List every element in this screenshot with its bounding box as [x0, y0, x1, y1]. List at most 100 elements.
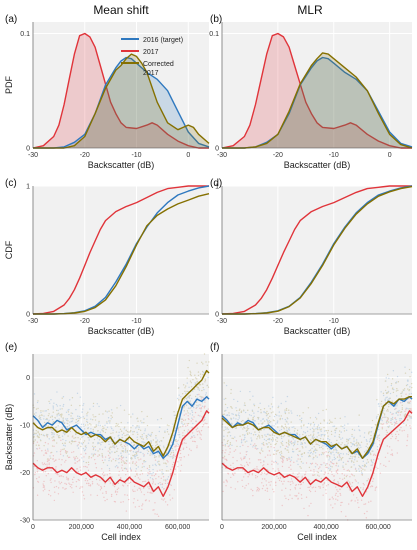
- scatter-point: [339, 459, 341, 461]
- scatter-point: [392, 391, 395, 394]
- scatter-point: [138, 487, 140, 489]
- scatter-point: [104, 474, 106, 476]
- scatter-point: [391, 413, 393, 415]
- scatter-point: [346, 440, 348, 443]
- scatter-point: [203, 419, 206, 422]
- scatter-point: [230, 486, 232, 489]
- scatter-point: [36, 448, 39, 450]
- scatter-point: [96, 494, 99, 497]
- scatter-point: [334, 435, 336, 438]
- scatter-point: [143, 418, 145, 420]
- scatter-point: [369, 439, 371, 441]
- scatter-point: [128, 431, 130, 433]
- scatter-point: [124, 434, 126, 437]
- scatter-point: [395, 420, 398, 423]
- scatter-point: [152, 509, 154, 511]
- scatter-point: [403, 389, 405, 391]
- scatter-point: [53, 499, 56, 502]
- scatter-point: [196, 381, 198, 383]
- scatter-point: [348, 451, 350, 453]
- scatter-point: [106, 498, 108, 501]
- scatter-point: [142, 441, 144, 443]
- scatter-point: [325, 466, 327, 469]
- scatter-point: [113, 485, 116, 488]
- scatter-point: [351, 474, 354, 476]
- scatter-point: [194, 440, 196, 443]
- scatter-point: [226, 480, 228, 482]
- scatter-point: [320, 435, 322, 437]
- scatter-point: [312, 453, 314, 455]
- scatter-point: [120, 455, 122, 458]
- scatter-point: [198, 430, 200, 432]
- scatter-point: [121, 436, 124, 439]
- scatter-point: [72, 440, 74, 443]
- scatter-point: [143, 454, 145, 456]
- scatter-point: [70, 415, 72, 417]
- scatter-point: [323, 430, 326, 432]
- scatter-point: [394, 423, 397, 425]
- scatter-point: [241, 485, 244, 488]
- scatter-point: [340, 431, 342, 433]
- scatter-point: [65, 418, 67, 420]
- scatter-point: [181, 422, 183, 425]
- scatter-point: [322, 494, 324, 496]
- scatter-point: [232, 472, 234, 475]
- scatter-point: [280, 435, 282, 437]
- scatter-point: [388, 460, 390, 462]
- scatter-point: [312, 474, 314, 476]
- scatter-point: [65, 411, 68, 414]
- legend-label-2017: 2017: [143, 49, 159, 56]
- scatter-point: [261, 423, 263, 425]
- scatter-point: [106, 422, 108, 425]
- scatter-point: [139, 436, 142, 438]
- scatter-point: [239, 435, 241, 437]
- scatter-point: [339, 457, 341, 459]
- scatter-point: [194, 436, 196, 438]
- scatter-point: [323, 482, 325, 485]
- scatter-point: [288, 440, 290, 443]
- scatter-point: [236, 409, 238, 412]
- scatter-point: [155, 441, 157, 443]
- scatter-point: [200, 398, 203, 400]
- scatter-point: [42, 434, 44, 436]
- scatter-point: [276, 450, 278, 452]
- scatter-point: [358, 464, 360, 467]
- series-line-target: [222, 56, 413, 149]
- scatter-point: [409, 427, 412, 429]
- scatter-point: [156, 443, 159, 446]
- scatter-point: [388, 446, 391, 448]
- scatter-point: [48, 459, 50, 461]
- panel-letter-c: (c): [5, 178, 17, 189]
- scatter-point: [47, 421, 50, 423]
- scatter-point: [174, 473, 176, 475]
- scatter-point: [106, 426, 109, 429]
- scatter-point: [231, 423, 233, 426]
- scatter-point: [277, 449, 279, 452]
- scatter-point: [94, 419, 97, 421]
- scatter-point: [331, 421, 333, 424]
- scatter-point: [37, 469, 39, 471]
- scatter-point: [397, 410, 399, 413]
- scatter-point: [334, 432, 337, 434]
- scatter-point: [387, 399, 389, 401]
- scatter-point: [39, 414, 41, 417]
- scatter-point: [204, 405, 206, 407]
- scatter-point: [125, 456, 127, 459]
- scatter-point: [380, 400, 383, 403]
- scatter-point: [109, 448, 111, 451]
- scatter-point: [330, 430, 333, 433]
- scatter-point: [287, 442, 290, 444]
- scatter-point: [376, 436, 378, 439]
- scatter-point: [141, 434, 144, 436]
- scatter-point: [300, 483, 303, 485]
- scatter-point: [339, 494, 342, 496]
- scatter-point: [349, 483, 352, 485]
- scatter-point: [227, 473, 230, 475]
- scatter-point: [140, 451, 142, 454]
- scatter-point: [42, 490, 45, 492]
- scatter-point: [250, 437, 252, 439]
- scatter-point: [112, 484, 114, 486]
- scatter-point: [248, 423, 250, 426]
- scatter-point: [278, 451, 281, 454]
